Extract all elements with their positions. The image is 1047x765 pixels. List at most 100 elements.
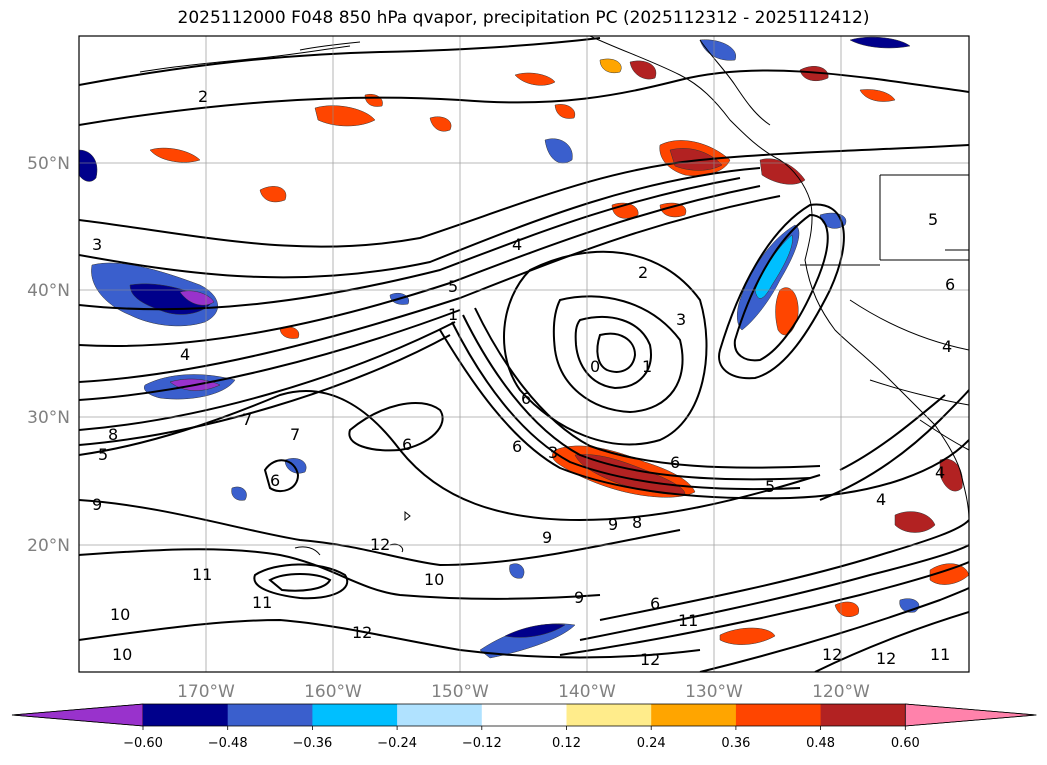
contour-label: 6 bbox=[670, 453, 680, 472]
colorbar-segment bbox=[397, 704, 483, 726]
precip-positive-area bbox=[149, 147, 201, 163]
colorbar-segment bbox=[566, 704, 652, 726]
contour-label: 9 bbox=[542, 528, 552, 547]
map-title: 2025112000 F048 850 hPa qvapor, precipit… bbox=[177, 8, 870, 28]
precip-positive-area bbox=[659, 202, 687, 218]
precip-negative-area bbox=[179, 290, 215, 306]
colorbar-tick-label: 0.24 bbox=[637, 736, 666, 751]
contour-label: 4 bbox=[935, 463, 945, 482]
contour-label: 0 bbox=[590, 357, 600, 376]
contour-label: 1 bbox=[448, 305, 458, 324]
contour-label: 6 bbox=[650, 594, 660, 613]
precip-positive-area bbox=[599, 58, 622, 74]
precip-positive-area bbox=[799, 66, 829, 81]
lat-label-20n: 20°N bbox=[27, 536, 70, 556]
contour-label: 5 bbox=[448, 277, 458, 296]
precip-positive-area bbox=[629, 60, 657, 80]
precip-positive-area bbox=[859, 89, 896, 102]
contour-label: 6 bbox=[270, 471, 280, 490]
contour-label: 10 bbox=[424, 570, 444, 589]
contour-label: 6 bbox=[945, 275, 955, 294]
latitude-labels: 50°N 40°N 30°N 20°N bbox=[27, 154, 70, 556]
precip-negative-area bbox=[231, 486, 247, 501]
colorbar-segment bbox=[312, 704, 398, 726]
contour-label: 1 bbox=[642, 357, 652, 376]
colorbar-tick-label: −0.24 bbox=[377, 736, 417, 751]
contour-label: 4 bbox=[512, 235, 522, 254]
contour-label: 2 bbox=[638, 263, 648, 282]
contour-label: 5 bbox=[98, 445, 108, 464]
precip-negative-area bbox=[504, 623, 566, 638]
contour-label: 12 bbox=[640, 650, 660, 669]
map-frame bbox=[78, 35, 970, 673]
lon-label-170w: 170°W bbox=[177, 682, 235, 702]
precip-positive-area bbox=[259, 186, 287, 203]
contour-label: 4 bbox=[942, 337, 952, 356]
colorbar-tick-label: 0.60 bbox=[891, 736, 920, 751]
contour-label: 3 bbox=[676, 310, 686, 329]
precip-negative-area bbox=[509, 563, 525, 579]
colorbar-tick-label: −0.60 bbox=[123, 736, 163, 751]
coastlines bbox=[139, 36, 969, 556]
contour-label: 10 bbox=[110, 605, 130, 624]
contour-label: 3 bbox=[92, 235, 102, 254]
colorbar-segment bbox=[227, 704, 313, 726]
precip-positive-area bbox=[894, 511, 936, 533]
lon-label-130w: 130°W bbox=[685, 682, 743, 702]
lon-label-160w: 160°W bbox=[304, 682, 362, 702]
colorbar-segment bbox=[651, 704, 737, 726]
contour-label: 6 bbox=[512, 437, 522, 456]
colorbar-segment bbox=[820, 704, 906, 726]
contour-label: 12 bbox=[822, 645, 842, 664]
precip-negative-area bbox=[79, 149, 98, 182]
precip-negative-area bbox=[544, 138, 573, 164]
precip-positive-area bbox=[514, 72, 556, 86]
precip-positive-area bbox=[314, 105, 376, 127]
contour-label: 9 bbox=[608, 515, 618, 534]
contour-label: 11 bbox=[678, 611, 698, 630]
contour-label: 11 bbox=[930, 645, 950, 664]
contour-label: 10 bbox=[112, 645, 132, 664]
colorbar-segment bbox=[143, 704, 229, 726]
precip-positive-area bbox=[429, 116, 452, 132]
contour-label: 12 bbox=[352, 623, 372, 642]
contour-label: 6 bbox=[402, 435, 412, 454]
precip-positive-area bbox=[939, 458, 963, 492]
colorbar-extend-max bbox=[904, 703, 1037, 727]
lat-label-50n: 50°N bbox=[27, 154, 70, 174]
contour-label: 5 bbox=[928, 210, 938, 229]
colorbar-segment bbox=[481, 704, 567, 726]
precip-negative-area bbox=[129, 283, 213, 315]
contour-label: 2 bbox=[198, 87, 208, 106]
colorbar-tick-label: 0.48 bbox=[806, 736, 835, 751]
contour-label-group: 2 3 4 5 1 2 3 0 1 6 6 7 8 6 5 9 9 9 8 11… bbox=[92, 87, 955, 669]
lat-label-40n: 40°N bbox=[27, 281, 70, 301]
contour-label: 12 bbox=[876, 649, 896, 668]
precip-negative-area bbox=[699, 39, 736, 61]
contour-label: 7 bbox=[242, 410, 252, 429]
precip-positive-area bbox=[759, 158, 806, 185]
precip-negative-area bbox=[849, 36, 911, 49]
colorbar-extend-min bbox=[11, 703, 144, 727]
contour-label: 4 bbox=[180, 345, 190, 364]
graticule bbox=[79, 36, 969, 672]
lon-label-140w: 140°W bbox=[558, 682, 616, 702]
colorbar-tick-label: −0.36 bbox=[292, 736, 332, 751]
colorbar-segment bbox=[735, 704, 822, 726]
lon-label-120w: 120°W bbox=[812, 682, 870, 702]
contour-label: 5 bbox=[765, 477, 775, 496]
contour-label: 7 bbox=[290, 425, 300, 444]
lon-label-150w: 150°W bbox=[431, 682, 489, 702]
contour-lines bbox=[79, 37, 969, 672]
contour-label: 8 bbox=[632, 513, 642, 532]
precip-positive-area bbox=[669, 148, 723, 171]
colorbar-tick-label: −0.12 bbox=[462, 736, 502, 751]
colorbar-tick-label: −0.48 bbox=[208, 736, 248, 751]
precip-positive-area bbox=[719, 627, 776, 645]
contour-label: 9 bbox=[92, 495, 102, 514]
contour-label: 8 bbox=[108, 425, 118, 444]
contour-label: 11 bbox=[252, 593, 272, 612]
contour-label: 9 bbox=[574, 588, 584, 607]
lat-label-30n: 30°N bbox=[27, 408, 70, 428]
